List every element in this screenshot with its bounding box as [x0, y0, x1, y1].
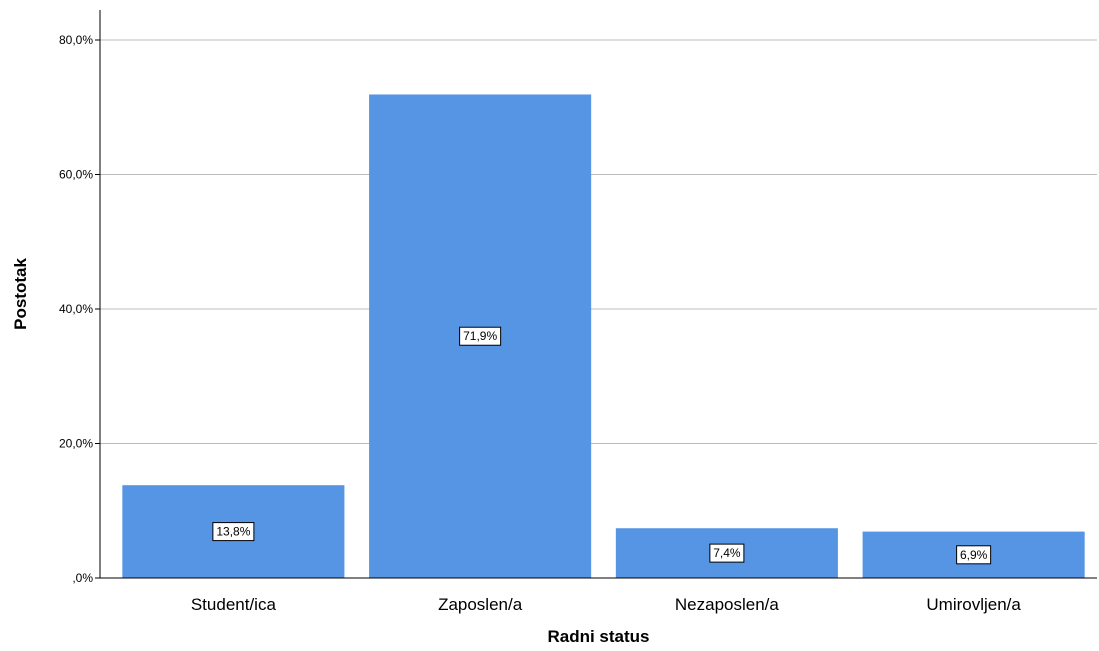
data-label: 6,9%: [956, 545, 992, 565]
y-tick-label: 80,0%: [59, 33, 93, 47]
gridlines: [100, 39, 1097, 444]
x-tick-labels: Student/ica Zaposlen/a Nezaposlen/a Umirovl…: [191, 595, 1022, 614]
x-tick-label: Zaposlen/a: [438, 595, 523, 614]
data-label: 7,4%: [709, 543, 745, 563]
data-labels: 13,8% 71,9% 7,4% 6,9%: [212, 326, 992, 565]
bars: [122, 94, 1085, 578]
data-label-box: [956, 545, 992, 565]
y-tick-label: 20,0%: [59, 437, 93, 451]
data-label: 71,9%: [459, 326, 502, 346]
data-label: 13,8%: [212, 522, 255, 542]
y-tick-labels: ,0% 20,0% 40,0% 60,0% 80,0%: [59, 33, 100, 585]
y-tick-label: 40,0%: [59, 302, 93, 316]
y-tick-label: ,0%: [72, 571, 93, 585]
data-label-box: [212, 522, 255, 542]
data-label-box: [709, 543, 745, 563]
y-tick-label: 60,0%: [59, 168, 93, 182]
data-label-box: [459, 326, 502, 346]
x-axis-title: Radni status: [547, 627, 649, 646]
y-axis-title: Postotak: [11, 258, 30, 330]
x-tick-label: Nezaposlen/a: [675, 595, 780, 614]
data-label-text: 71,9%: [463, 329, 497, 343]
x-tick-label: Student/ica: [191, 595, 277, 614]
data-label-text: 7,4%: [713, 546, 741, 560]
data-label-text: 6,9%: [960, 548, 988, 562]
data-label-text: 13,8%: [216, 525, 250, 539]
x-tick-label: Umirovljen/a: [926, 595, 1021, 614]
